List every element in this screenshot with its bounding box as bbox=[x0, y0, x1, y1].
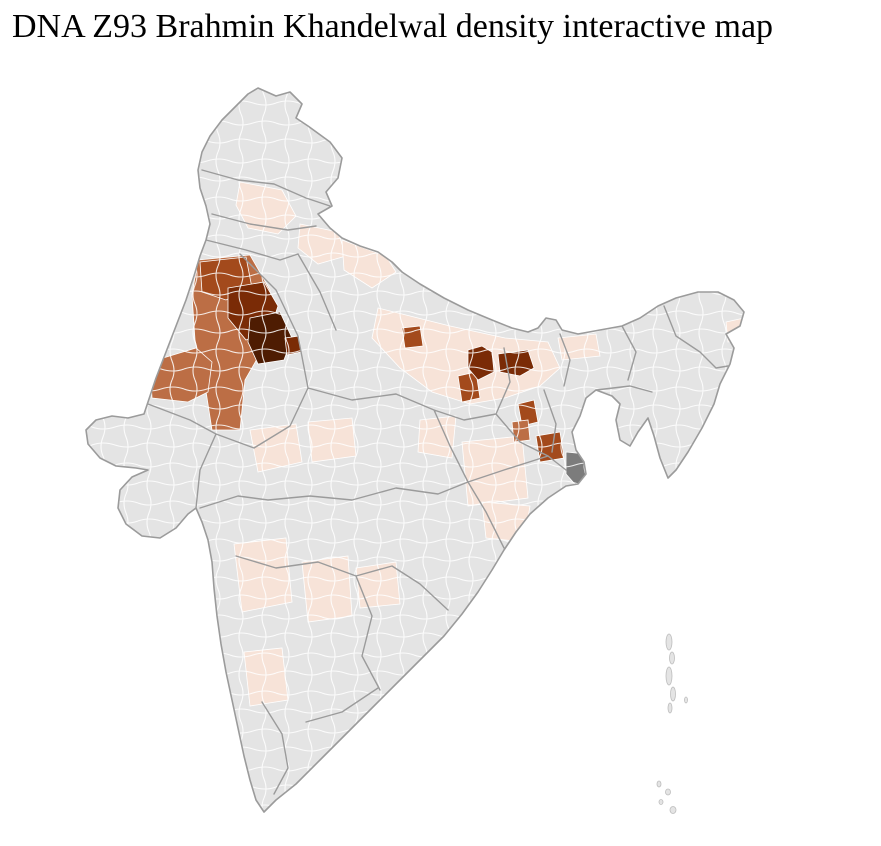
island[interactable] bbox=[669, 806, 677, 814]
island[interactable] bbox=[665, 633, 673, 651]
island[interactable] bbox=[667, 702, 673, 714]
state-borders bbox=[147, 169, 729, 795]
district-boundaries-pattern bbox=[86, 88, 744, 812]
island[interactable] bbox=[684, 696, 688, 704]
island[interactable] bbox=[665, 666, 673, 686]
island-chain[interactable] bbox=[656, 633, 688, 814]
island[interactable] bbox=[656, 780, 662, 788]
island[interactable] bbox=[670, 686, 676, 702]
page-title: DNA Z93 Brahmin Khandelwal density inter… bbox=[12, 8, 774, 45]
island[interactable] bbox=[669, 651, 675, 665]
island[interactable] bbox=[658, 799, 664, 805]
country-outline bbox=[85, 87, 745, 813]
island[interactable] bbox=[665, 788, 671, 796]
